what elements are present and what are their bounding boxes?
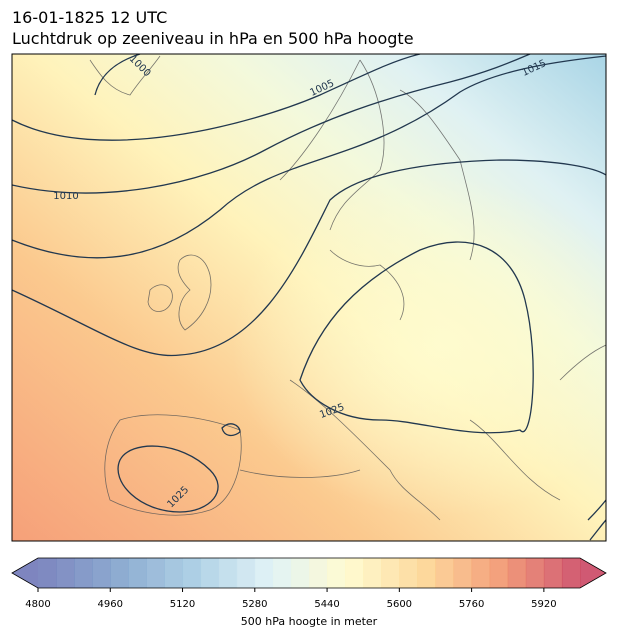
colorbar-tick-label: 5760 [459,599,484,610]
colorbar-tick-label: 5440 [314,599,339,610]
height-field [12,54,606,541]
colorbar-swatch [110,558,129,588]
colorbar-swatch [489,558,509,588]
colorbar-swatch [453,558,473,588]
colorbar-swatch [128,558,147,588]
colorbar-swatch [92,558,111,588]
colorbar-swatch [561,558,581,588]
colorbar-swatch [218,558,238,588]
colorbar-swatch [182,558,202,588]
contour-label: 1010 [53,191,78,202]
colorbar-swatch [200,558,220,588]
colorbar-swatch [525,558,545,588]
colorbar-tick-label: 4960 [98,599,123,610]
colorbar-tick-label: 4800 [25,599,50,610]
colorbar-label: 500 hPa hoogte in meter [241,615,378,628]
colorbar-swatch [272,558,292,588]
colorbar-tick-label: 5280 [242,599,267,610]
colorbar-extend-low [12,558,38,588]
colorbar-swatch [74,558,93,588]
colorbar-swatch [236,558,256,588]
colorbar-swatch [417,558,436,588]
colorbar: 4800 4960 5120 5280 5440 5600 5760 5920 500 hPa … [11,557,607,628]
colorbar-swatch [471,558,491,588]
colorbar-tick-label: 5920 [531,599,556,610]
date: 16-01-1825 12 UTC [12,8,168,27]
colorbar-swatch [363,558,382,588]
colorbar-swatch [309,558,328,588]
colorbar-swatch [327,558,346,588]
colorbar-swatch [399,558,418,588]
isobars [12,54,606,541]
colorbar-tick-label: 5120 [170,599,195,610]
colorbar-extend-high [580,558,606,588]
title: Luchtdruk op zeeniveau in hPa en 500 hPa… [12,29,414,48]
colorbar-swatch [56,558,75,588]
colorbar-swatch [543,558,563,588]
colorbar-swatch [381,558,400,588]
colorbar-swatch [38,558,57,588]
colorbar-swatch [164,558,184,588]
colorbar-swatch [345,558,364,588]
colorbar-swatch [290,558,310,588]
colorbar-swatch [254,558,274,588]
colorbar-swatch [435,558,455,588]
map-frame [11,53,607,542]
colorbar-swatch [146,558,165,588]
colorbar-swatch [507,558,527,588]
colorbar-tick-label: 5600 [387,599,412,610]
